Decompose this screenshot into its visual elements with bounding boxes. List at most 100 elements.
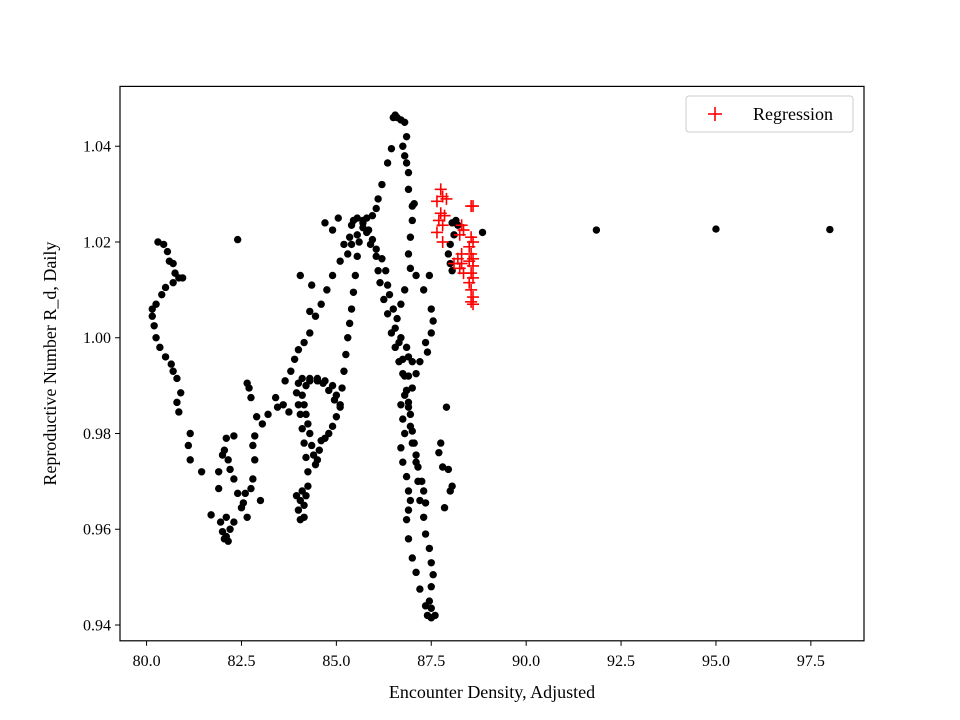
data-point (421, 338, 430, 347)
data-point (437, 439, 445, 447)
data-point (444, 465, 453, 474)
regression-point (430, 195, 443, 208)
y-tick-label: 1.00 (83, 330, 111, 347)
data-point (251, 432, 259, 440)
data-point (400, 152, 409, 160)
data-point (256, 496, 265, 505)
data-point (214, 468, 223, 476)
data-point (186, 456, 194, 464)
data-point (349, 288, 358, 296)
regression-point (457, 267, 470, 280)
data-point (156, 343, 164, 352)
data-point (281, 377, 289, 385)
data-point (712, 225, 720, 233)
x-tick-label: 90.0 (512, 653, 540, 670)
data-point (383, 159, 392, 167)
data-point (163, 247, 172, 256)
data-point (406, 410, 415, 419)
x-tick-label: 87.5 (417, 653, 445, 670)
data-point (279, 401, 287, 409)
data-point (421, 530, 430, 538)
data-point (423, 348, 432, 356)
data-point (307, 441, 316, 450)
data-point (273, 403, 282, 411)
x-axis: 80.0 82.5 85.0 87.5 90.0 92.5 95.0 97.5 (133, 640, 825, 670)
data-point (402, 386, 411, 395)
data-point (296, 410, 305, 419)
y-tick-label: 0.94 (83, 618, 111, 635)
data-point (294, 346, 303, 354)
data-point (416, 585, 424, 593)
data-point (429, 571, 437, 579)
data-point (345, 233, 354, 241)
data-point (226, 525, 234, 533)
data-point (446, 487, 454, 495)
data-point (177, 389, 185, 397)
data-point (292, 492, 301, 500)
data-point (404, 250, 413, 258)
data-point (292, 389, 301, 397)
data-point (408, 427, 416, 435)
data-point (197, 468, 206, 476)
data-point (336, 403, 344, 411)
data-point (264, 410, 272, 419)
data-point (159, 240, 168, 249)
data-point (410, 439, 418, 447)
data-point (418, 477, 426, 486)
data-point (351, 271, 360, 280)
data-point (287, 367, 295, 375)
data-point (399, 142, 407, 150)
data-point (317, 436, 325, 445)
data-point (410, 199, 418, 208)
legend: Regression (685, 95, 854, 133)
data-point (334, 214, 342, 222)
data-point (412, 271, 420, 280)
data-point (167, 360, 175, 368)
data-point (345, 319, 354, 328)
data-point (306, 307, 314, 316)
data-point (425, 597, 434, 605)
data-point (285, 408, 293, 416)
data-point (397, 300, 405, 308)
data-point (399, 369, 407, 378)
data-point (427, 329, 435, 337)
y-axis: 0.94 0.96 0.98 1.00 1.02 1.04 (83, 139, 120, 635)
data-point (258, 420, 267, 428)
data-point (372, 245, 380, 253)
data-point (353, 231, 361, 239)
data-point (406, 264, 415, 273)
data-point (158, 290, 166, 299)
data-point (438, 463, 447, 471)
data-point (338, 384, 346, 392)
regression-point (440, 192, 453, 205)
data-point (399, 415, 407, 423)
data-point (826, 225, 834, 234)
data-point (298, 425, 306, 433)
data-point (302, 410, 310, 419)
data-point (444, 250, 453, 258)
data-point (302, 453, 310, 462)
plot-frame (119, 85, 865, 642)
data-point (440, 504, 449, 512)
data-point (414, 463, 422, 471)
data-point (154, 238, 162, 246)
data-point (169, 278, 177, 287)
data-point (328, 271, 337, 280)
data-point (419, 513, 428, 521)
data-point (222, 434, 230, 442)
data-point (372, 204, 380, 213)
data-point (344, 250, 352, 258)
data-point (233, 489, 242, 498)
data-point (380, 295, 388, 304)
data-point (321, 219, 329, 227)
data-point (429, 317, 437, 325)
y-tick-label: 1.02 (83, 234, 111, 251)
data-point (296, 271, 305, 280)
data-point (374, 195, 382, 203)
data-point (397, 401, 405, 409)
data-point (317, 300, 325, 308)
data-point (382, 267, 390, 275)
data-point (416, 357, 424, 366)
data-point (383, 310, 392, 318)
data-point (412, 568, 420, 577)
